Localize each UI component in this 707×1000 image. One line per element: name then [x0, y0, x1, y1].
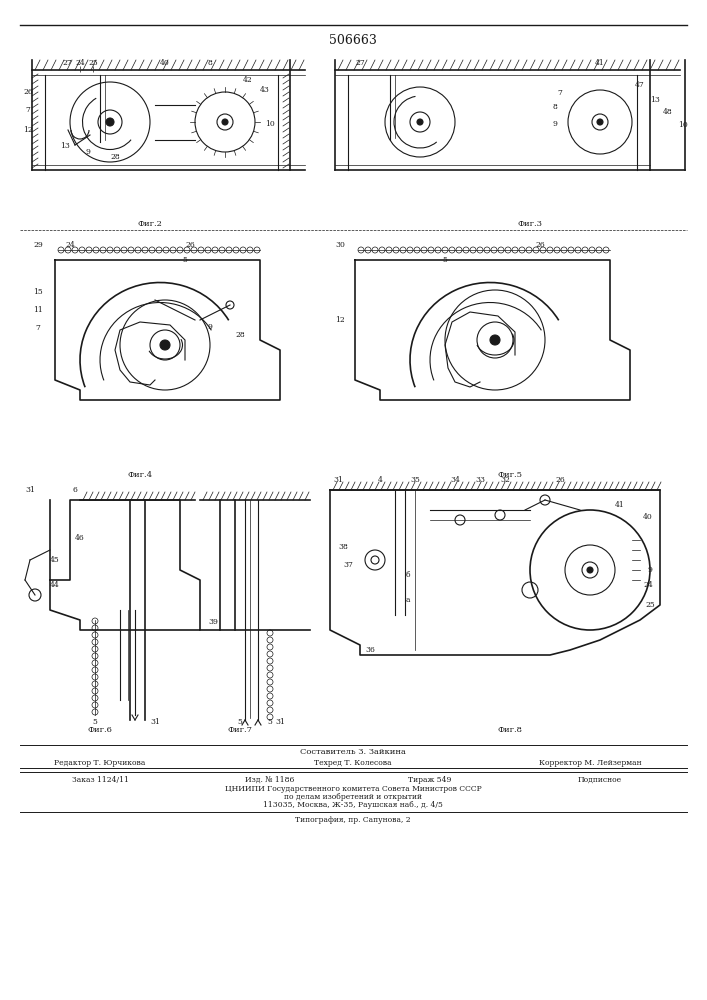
Text: 15: 15	[33, 288, 43, 296]
Text: Заказ 1124/11: Заказ 1124/11	[71, 776, 129, 784]
Text: 9: 9	[553, 120, 557, 128]
Text: 5: 5	[267, 718, 272, 726]
Text: 31: 31	[25, 486, 35, 494]
Text: 26: 26	[555, 476, 565, 484]
Text: 30: 30	[335, 241, 345, 249]
Text: Фиг.5: Фиг.5	[498, 471, 522, 479]
Text: 37: 37	[343, 561, 353, 569]
Text: Фиг.8: Фиг.8	[498, 726, 522, 734]
Text: Фиг.2: Фиг.2	[138, 220, 163, 228]
Text: 7: 7	[25, 106, 30, 114]
Text: 9: 9	[208, 323, 212, 331]
Text: Фиг.3: Фиг.3	[518, 220, 542, 228]
Text: 8: 8	[208, 59, 212, 67]
Circle shape	[490, 335, 500, 345]
Text: Составитель З. Зайкина: Составитель З. Зайкина	[300, 748, 406, 756]
Circle shape	[106, 118, 114, 126]
Circle shape	[160, 340, 170, 350]
Text: 41: 41	[595, 59, 605, 67]
Text: 13: 13	[60, 142, 70, 150]
Text: 24: 24	[643, 581, 653, 589]
Text: 38: 38	[338, 543, 348, 551]
Text: 36: 36	[365, 646, 375, 654]
Text: 47: 47	[635, 81, 645, 89]
Circle shape	[587, 567, 593, 573]
Text: Техред Т. Колесова: Техред Т. Колесова	[314, 759, 392, 767]
Text: Подписное: Подписное	[578, 776, 622, 784]
Text: 44: 44	[50, 581, 60, 589]
Text: 7: 7	[558, 89, 563, 97]
Text: 26: 26	[535, 241, 545, 249]
Text: Фиг.6: Фиг.6	[88, 726, 112, 734]
Text: 24: 24	[65, 241, 75, 249]
Text: 43: 43	[260, 86, 270, 94]
Text: 5: 5	[182, 256, 187, 264]
Text: 8: 8	[553, 103, 557, 111]
Text: 25: 25	[645, 601, 655, 609]
Text: 28: 28	[110, 153, 120, 161]
Text: Фиг.7: Фиг.7	[228, 726, 252, 734]
Text: 11: 11	[33, 306, 43, 314]
Text: 45: 45	[50, 556, 60, 564]
Text: по делам изобретений и открытий: по делам изобретений и открытий	[284, 793, 422, 801]
Text: 113035, Москва, Ж-35, Раушская наб., д. 4/5: 113035, Москва, Ж-35, Раушская наб., д. …	[263, 801, 443, 809]
Text: 12: 12	[335, 316, 345, 324]
Text: 5: 5	[93, 718, 98, 726]
Text: 40: 40	[643, 513, 653, 521]
Text: 6: 6	[73, 486, 78, 494]
Text: 10: 10	[678, 121, 688, 129]
Text: Изд. № 1186: Изд. № 1186	[245, 776, 295, 784]
Text: Тираж 549: Тираж 549	[409, 776, 452, 784]
Text: Редактор Т. Юрчикова: Редактор Т. Юрчикова	[54, 759, 146, 767]
Text: 27: 27	[62, 59, 72, 67]
Text: 32: 32	[500, 476, 510, 484]
Text: 12: 12	[23, 126, 33, 134]
Text: 26: 26	[185, 241, 195, 249]
Text: 25: 25	[88, 59, 98, 67]
Text: 35: 35	[410, 476, 420, 484]
Text: 9: 9	[86, 148, 90, 156]
Text: 40: 40	[160, 59, 170, 67]
Text: 24: 24	[75, 59, 85, 67]
Text: 26: 26	[23, 88, 33, 96]
Text: 5: 5	[443, 256, 448, 264]
Text: 29: 29	[33, 241, 43, 249]
Text: 7: 7	[35, 324, 40, 332]
Circle shape	[222, 119, 228, 125]
Text: 5: 5	[238, 718, 243, 726]
Text: б: б	[406, 571, 410, 579]
Text: 42: 42	[243, 76, 253, 84]
Text: ЦНИИПИ Государственного комитета Совета Министров СССР: ЦНИИПИ Государственного комитета Совета …	[225, 785, 481, 793]
Text: 13: 13	[650, 96, 660, 104]
Text: 33: 33	[475, 476, 485, 484]
Text: 34: 34	[450, 476, 460, 484]
Text: Типография, пр. Сапунова, 2: Типография, пр. Сапунова, 2	[296, 816, 411, 824]
Text: 28: 28	[235, 331, 245, 339]
Text: 4: 4	[378, 476, 382, 484]
Text: 9: 9	[648, 566, 653, 574]
Text: 31: 31	[150, 718, 160, 726]
Circle shape	[597, 119, 603, 125]
Text: 27: 27	[355, 59, 365, 67]
Text: 506663: 506663	[329, 33, 377, 46]
Text: 31: 31	[275, 718, 285, 726]
Text: 39: 39	[208, 618, 218, 626]
Text: Корректор М. Лейзерман: Корректор М. Лейзерман	[539, 759, 641, 767]
Circle shape	[417, 119, 423, 125]
Text: Фиг.4: Фиг.4	[127, 471, 153, 479]
Text: а: а	[406, 596, 410, 604]
Text: 41: 41	[615, 501, 625, 509]
Text: 46: 46	[75, 534, 85, 542]
Text: 48: 48	[663, 108, 673, 116]
Text: 10: 10	[265, 120, 275, 128]
Text: 31: 31	[333, 476, 343, 484]
